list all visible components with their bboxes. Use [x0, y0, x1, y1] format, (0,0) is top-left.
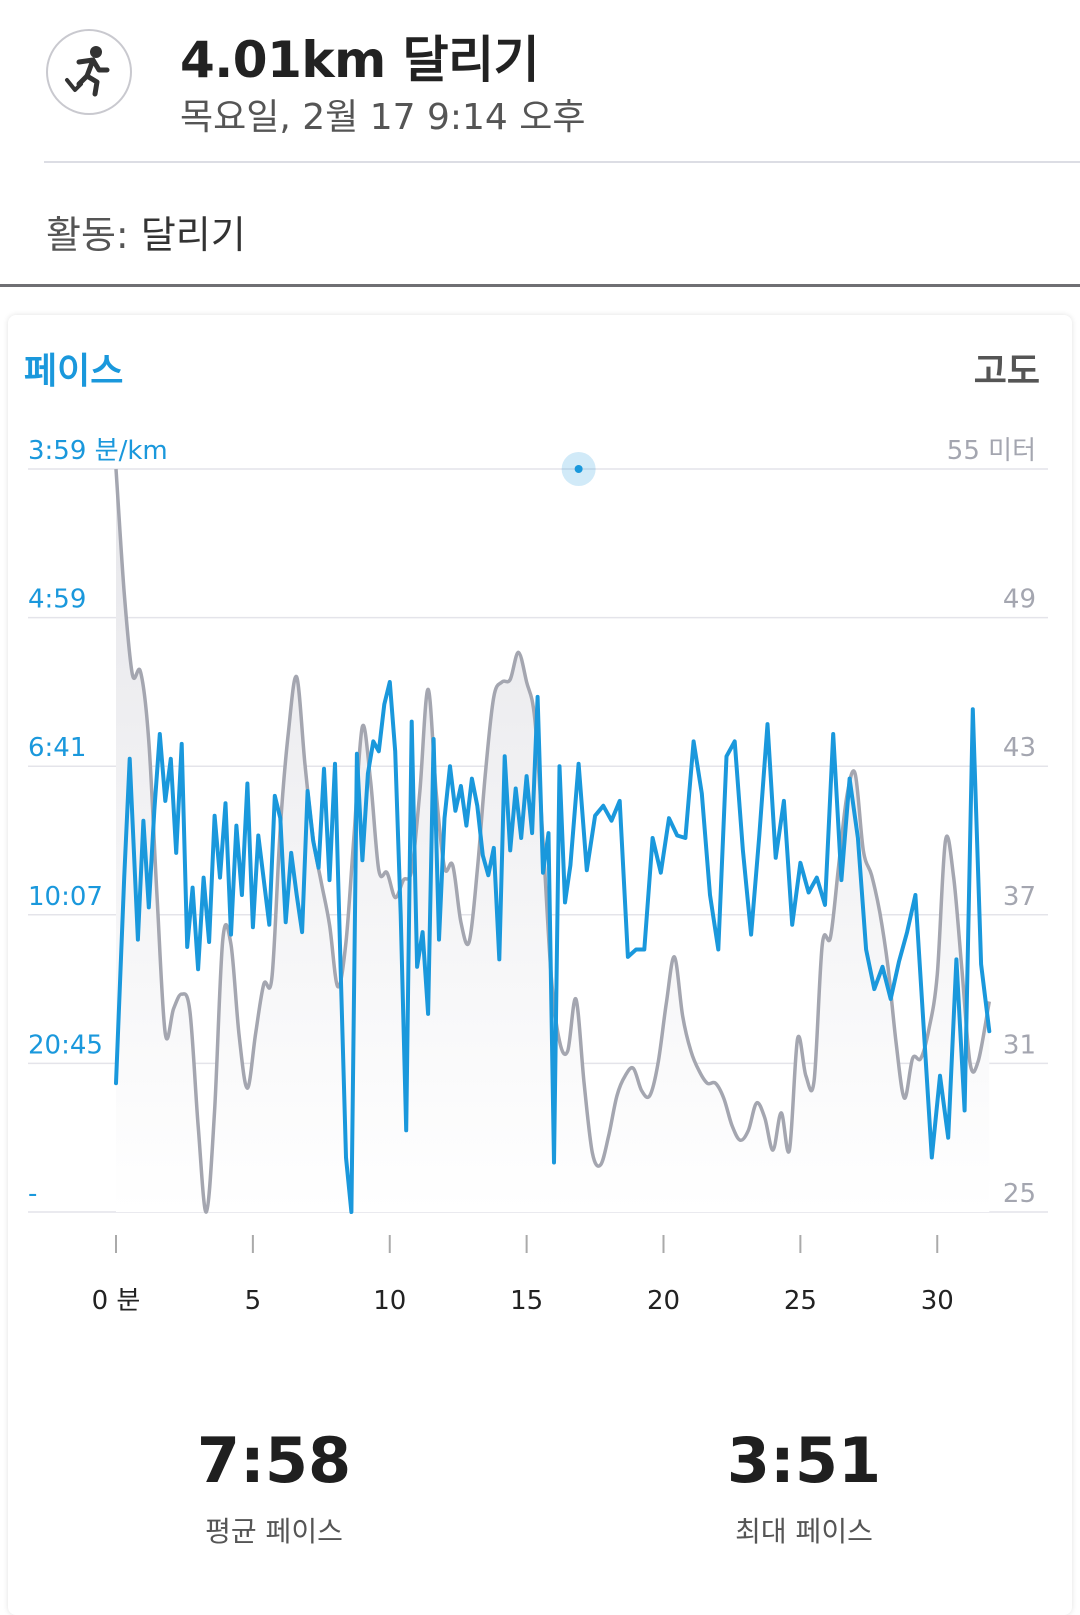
x-tick-label: 0 분 — [92, 1286, 141, 1316]
pace-tick-label: 6:41 — [28, 733, 86, 763]
elevation-tick-label: 43 — [1003, 733, 1036, 763]
pace-elevation-chart[interactable]: 페이스 고도 3:59 분/km 55 미터 4:59 49 6:41 43 10:07 37 20… — [8, 315, 1072, 1585]
x-tick-label: 15 — [510, 1286, 543, 1316]
elevation-tick-label: 37 — [1003, 882, 1036, 912]
pace-title: 페이스 — [24, 351, 123, 392]
activity-datetime: 목요일, 2월 17 9:14 오후 — [180, 97, 586, 138]
average-pace-label: 평균 페이스 — [205, 1515, 343, 1548]
header-divider — [44, 161, 1080, 163]
x-tick-label: 25 — [784, 1286, 817, 1316]
activity-title: 4.01km 달리기 — [180, 31, 540, 89]
pace-tick-label: 3:59 분/km — [28, 436, 168, 466]
max-pace-marker — [574, 465, 583, 473]
max-pace-value: 3:51 — [726, 1424, 882, 1497]
running-person-icon — [65, 46, 110, 97]
activity-type-row: 활동: 달리기 — [46, 204, 246, 259]
section-divider — [0, 284, 1080, 287]
pace-tick-label: - — [28, 1179, 37, 1209]
chart-card: 페이스 고도 3:59 분/km 55 미터 4:59 49 6:41 43 10:07 37 20… — [8, 315, 1072, 1615]
activity-type-label: 활동: — [46, 213, 129, 257]
x-tick-label: 30 — [921, 1286, 954, 1316]
elevation-title: 고도 — [974, 351, 1040, 392]
elevation-tick-label: 25 — [1003, 1179, 1036, 1209]
pace-line — [114, 680, 992, 1214]
max-pace-stat: 3:51 최대 페이스 — [654, 1430, 954, 1550]
x-tick-label: 20 — [647, 1286, 680, 1316]
average-pace-value: 7:58 — [196, 1424, 352, 1497]
pace-tick-label: 4:59 — [28, 585, 86, 615]
activity-type-value: 달리기 — [140, 213, 246, 257]
average-pace-stat: 7:58 평균 페이스 — [124, 1430, 424, 1550]
pace-tick-label: 10:07 — [28, 882, 103, 912]
pace-tick-label: 20:45 — [28, 1030, 103, 1060]
elevation-tick-label: 49 — [1003, 585, 1036, 615]
activity-avatar — [46, 29, 132, 115]
elevation-tick-label: 55 미터 — [947, 436, 1036, 466]
x-tick-label: 5 — [245, 1286, 262, 1316]
x-tick-label: 10 — [373, 1286, 406, 1316]
activity-header: 4.01km 달리기 목요일, 2월 17 9:14 오후 — [0, 0, 1080, 162]
elevation-tick-label: 31 — [1003, 1030, 1036, 1060]
max-pace-label: 최대 페이스 — [735, 1515, 873, 1548]
elevation-area — [116, 469, 990, 1213]
